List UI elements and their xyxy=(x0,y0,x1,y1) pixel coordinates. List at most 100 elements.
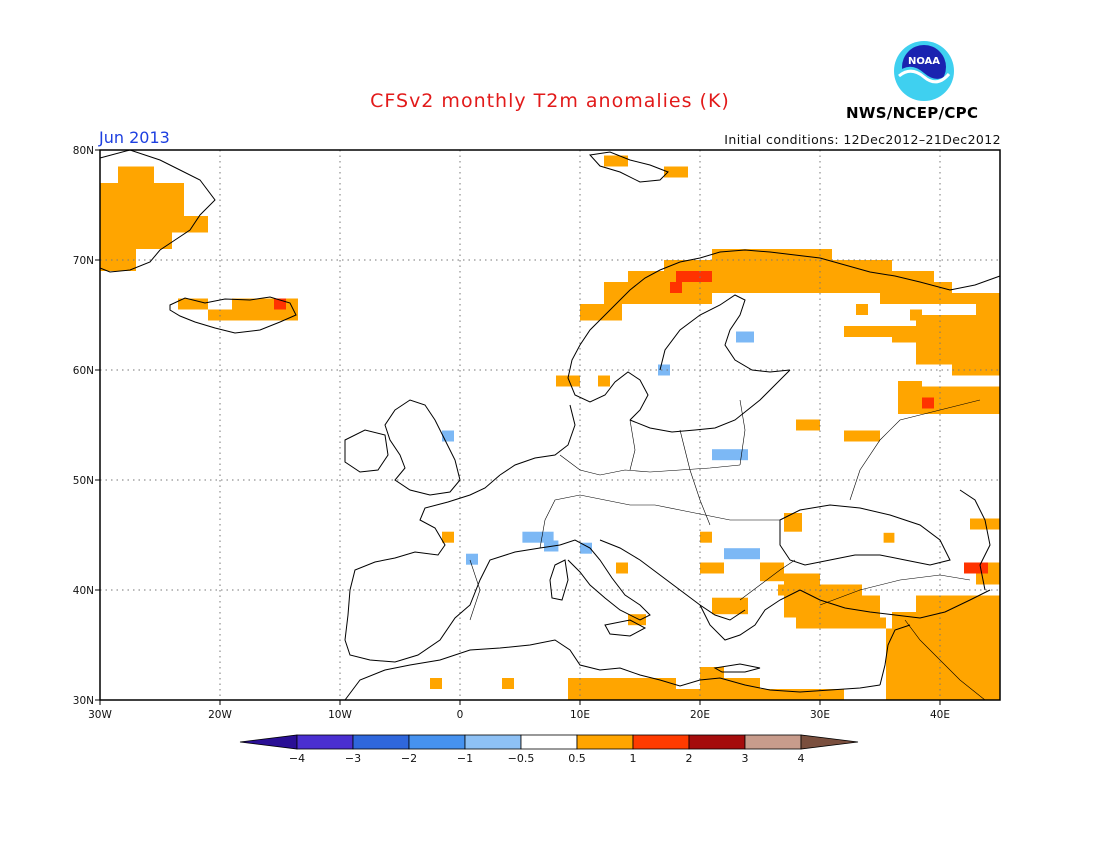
colorbar-segment xyxy=(464,734,522,750)
anomaly-cell-warm1 xyxy=(208,309,298,321)
anomaly-cell-warm1 xyxy=(580,304,622,321)
anomaly-cell-warm1 xyxy=(628,614,646,626)
anomaly-cell-warm1 xyxy=(430,678,442,689)
map-grid xyxy=(100,150,1000,700)
colorbar-segment xyxy=(576,734,634,750)
colorbar-label: 1 xyxy=(630,752,637,765)
anomaly-cell-warm1 xyxy=(784,595,880,618)
colorbar-label: 2 xyxy=(686,752,693,765)
anomaly-cell-warm1 xyxy=(916,315,1000,343)
anomaly-cell-cool1 xyxy=(580,542,592,554)
anomaly-cell-warm1 xyxy=(976,304,1000,315)
lat-tick-label: 70N xyxy=(73,255,94,267)
anomaly-cell-warm1 xyxy=(232,298,298,310)
colorbar-label: 4 xyxy=(798,752,805,765)
colorbar-segment xyxy=(296,734,354,750)
logo-text: NOAA xyxy=(908,56,940,67)
lon-tick-label: 30E xyxy=(810,709,830,721)
anomaly-cell-warm2 xyxy=(922,397,934,409)
anomaly-cell-warm1 xyxy=(700,562,724,574)
anomaly-cell-warm1 xyxy=(784,573,820,585)
anomaly-cell-warm1 xyxy=(712,249,832,260)
coastlines xyxy=(99,149,1001,701)
anomaly-cell-warm1 xyxy=(556,375,580,387)
colorbar-label: −0.5 xyxy=(508,752,535,765)
forecast-month: Jun 2013 xyxy=(99,128,170,147)
anomaly-cell-warm1 xyxy=(760,689,844,700)
colorbar-segment xyxy=(408,734,466,750)
anomaly-cell-warm1 xyxy=(856,304,868,315)
anomaly-cell-warm1 xyxy=(796,617,886,629)
colorbar-segment xyxy=(352,734,410,750)
noaa-logo-icon: NOAA xyxy=(894,41,954,101)
anomaly-cell-cool1 xyxy=(736,331,754,343)
anomaly-cell-warm1 xyxy=(178,298,208,310)
colorbar: −4 −3 −2 −1 −0.5 0.5 1 2 3 4 xyxy=(239,734,859,765)
axis-labels: 30N 40N 50N 60N 70N 80N 30W 20W 10W 0 10E 20E 30E 40E xyxy=(73,145,950,721)
colorbar-label: −3 xyxy=(345,752,361,765)
lon-tick-label: 10E xyxy=(570,709,590,721)
colorbar-overflow xyxy=(800,734,859,750)
country-borders xyxy=(469,399,986,701)
anomaly-cell-warm1 xyxy=(784,513,802,532)
anomaly-cell-warm1 xyxy=(442,531,454,543)
anomaly-cells xyxy=(100,155,1000,700)
anomaly-cell-warm1 xyxy=(502,678,514,689)
anomaly-cell-warm1 xyxy=(724,678,760,700)
anomaly-cell-cool1 xyxy=(712,449,748,461)
lat-tick-label: 50N xyxy=(73,475,94,487)
anomaly-cell-warm1 xyxy=(916,595,1000,612)
colorbar-label: −2 xyxy=(401,752,417,765)
anomaly-cell-warm1 xyxy=(100,216,208,233)
anomaly-cell-cool1 xyxy=(724,548,760,560)
anomaly-cell-cool1 xyxy=(442,430,454,442)
anomaly-cell-warm1 xyxy=(100,199,184,216)
anomaly-cell-warm1 xyxy=(604,155,628,167)
colorbar-segment xyxy=(688,734,746,750)
lon-tick-label: 20E xyxy=(690,709,710,721)
anomaly-cell-warm1 xyxy=(100,232,172,249)
colorbar-segment xyxy=(520,734,578,750)
lon-tick-label: 20W xyxy=(208,709,232,721)
colorbar-label: 3 xyxy=(742,752,749,765)
colorbar-segment xyxy=(632,734,690,750)
anomaly-cell-warm1 xyxy=(568,678,676,700)
anomaly-cell-warm1 xyxy=(700,531,712,543)
anomaly-cell-warm1 xyxy=(604,282,952,293)
anomaly-cell-warm1 xyxy=(892,612,1000,629)
anomaly-cell-warm1 xyxy=(676,689,700,700)
anomaly-cell-warm1 xyxy=(616,562,628,574)
anomaly-cell-warm1 xyxy=(844,326,892,337)
lon-tick-label: 0 xyxy=(457,709,464,721)
lat-tick-label: 40N xyxy=(73,585,94,597)
anomaly-cell-warm1 xyxy=(844,430,880,442)
lat-tick-label: 80N xyxy=(73,145,94,157)
chart-title: CFSv2 monthly T2m anomalies (K) xyxy=(370,90,730,112)
anomaly-cell-warm1 xyxy=(898,397,1000,414)
anomaly-cell-warm2 xyxy=(274,298,286,310)
anomaly-cell-warm1 xyxy=(100,183,184,200)
anomaly-cell-warm1 xyxy=(628,271,934,282)
lon-tick-label: 40E xyxy=(930,709,950,721)
anomaly-cell-warm1 xyxy=(712,597,748,615)
anomaly-cell-warm1 xyxy=(664,166,688,178)
colorbar-underflow xyxy=(239,734,298,750)
lon-tick-label: 10W xyxy=(328,709,352,721)
anomaly-cell-warm1 xyxy=(976,573,1000,585)
map-frame xyxy=(99,149,1001,701)
anomaly-cell-warm1 xyxy=(604,293,712,304)
anomaly-cell-warm1 xyxy=(796,419,820,431)
colorbar-label: −4 xyxy=(289,752,305,765)
anomaly-cell-warm1 xyxy=(970,518,1000,530)
anomaly-cell-warm1 xyxy=(892,326,916,343)
lon-tick-label: 30W xyxy=(88,709,112,721)
anomaly-cell-cool1 xyxy=(522,531,554,543)
lat-tick-label: 30N xyxy=(73,695,94,707)
lat-tick-label: 60N xyxy=(73,365,94,377)
anomaly-cell-warm1 xyxy=(886,628,1000,700)
colorbar-segment xyxy=(744,734,802,750)
agency-label: NWS/NCEP/CPC xyxy=(846,104,979,122)
anomaly-cell-warm1 xyxy=(598,375,610,387)
initial-conditions: Initial conditions: 12Dec2012–21Dec2012 xyxy=(724,132,1001,147)
